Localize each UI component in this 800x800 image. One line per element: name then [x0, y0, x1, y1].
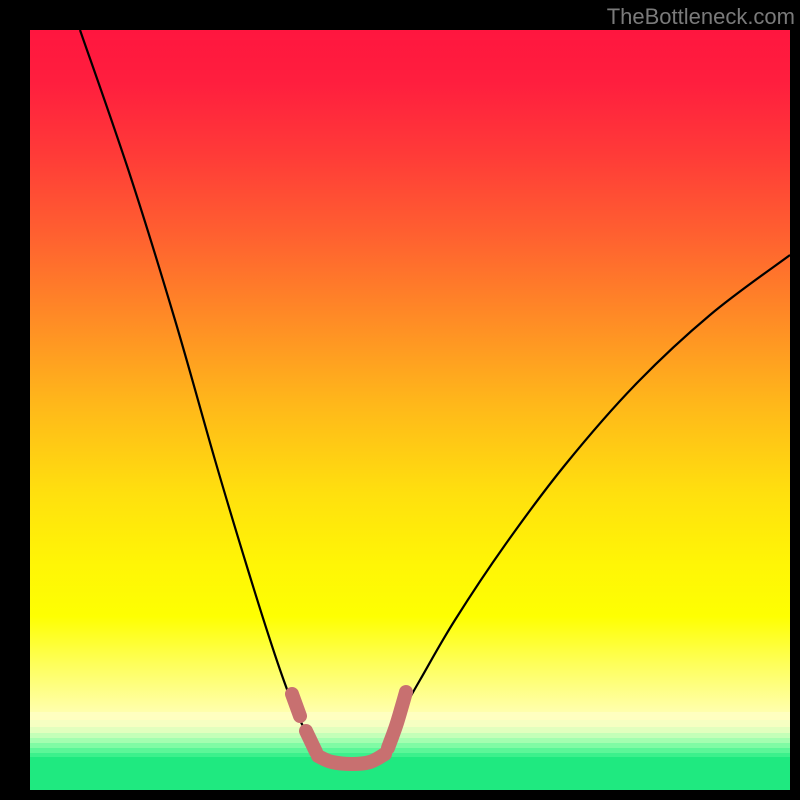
chart-svg	[0, 0, 800, 800]
color-band	[30, 712, 790, 720]
color-band	[30, 738, 790, 743]
overlay-segment	[306, 731, 316, 752]
bottom-color-bands	[30, 712, 790, 790]
color-band	[30, 743, 790, 748]
plot-area	[30, 30, 790, 790]
watermark-text: TheBottleneck.com	[607, 4, 795, 30]
gradient-background	[30, 30, 790, 712]
color-band	[30, 720, 790, 727]
color-band	[30, 753, 790, 757]
color-band	[30, 748, 790, 753]
overlay-segment	[292, 694, 300, 716]
color-band	[30, 757, 790, 790]
color-band	[30, 733, 790, 738]
color-band	[30, 727, 790, 733]
